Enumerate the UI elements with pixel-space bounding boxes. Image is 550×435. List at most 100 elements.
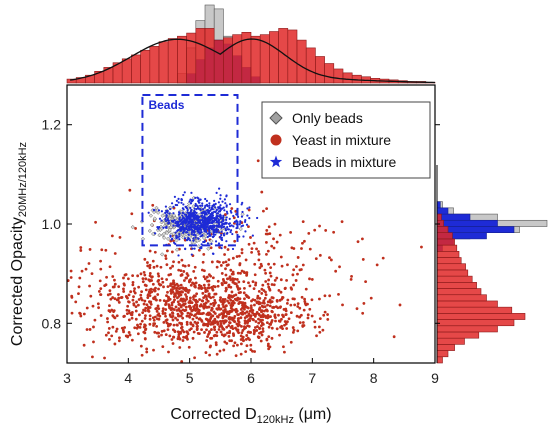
data-point bbox=[191, 317, 195, 321]
data-point bbox=[296, 302, 300, 306]
data-point bbox=[224, 260, 228, 264]
data-point bbox=[172, 323, 176, 327]
data-point bbox=[239, 334, 243, 338]
data-point bbox=[177, 260, 181, 264]
data-point bbox=[266, 342, 270, 346]
data-point bbox=[221, 314, 225, 318]
data-point bbox=[262, 289, 266, 292]
data-point bbox=[164, 257, 168, 260]
top-hist-bar-yeast bbox=[121, 58, 132, 84]
right-hist-bar-yeast bbox=[436, 226, 449, 233]
data-point bbox=[214, 240, 218, 243]
data-point bbox=[220, 226, 223, 229]
data-point bbox=[244, 219, 247, 222]
data-point bbox=[196, 244, 201, 249]
top-hist-bar-yeast bbox=[250, 35, 261, 84]
data-point bbox=[169, 273, 173, 276]
data-point bbox=[282, 308, 286, 311]
data-point bbox=[194, 281, 198, 285]
data-point bbox=[161, 309, 165, 313]
data-point bbox=[234, 307, 238, 311]
data-point bbox=[197, 332, 201, 336]
data-point bbox=[191, 223, 195, 226]
data-point bbox=[177, 308, 181, 312]
data-point bbox=[157, 227, 160, 230]
data-point bbox=[104, 248, 108, 252]
data-point bbox=[205, 328, 208, 332]
data-point bbox=[176, 330, 180, 334]
data-point bbox=[170, 338, 174, 341]
data-point bbox=[259, 339, 263, 343]
top-hist-bar-yeast bbox=[158, 41, 169, 84]
data-point bbox=[228, 203, 232, 206]
data-point bbox=[229, 268, 233, 272]
data-point bbox=[204, 197, 207, 201]
data-point bbox=[166, 209, 169, 212]
data-point bbox=[253, 326, 257, 329]
data-point bbox=[209, 274, 212, 278]
data-point bbox=[195, 211, 198, 214]
data-point bbox=[222, 226, 225, 229]
data-point bbox=[205, 305, 209, 309]
data-point bbox=[206, 232, 209, 235]
data-point bbox=[157, 335, 161, 338]
data-point bbox=[203, 217, 207, 220]
data-point bbox=[240, 248, 244, 251]
data-point bbox=[223, 305, 227, 309]
data-point bbox=[170, 250, 174, 254]
data-point bbox=[179, 298, 183, 302]
data-point bbox=[250, 247, 254, 251]
data-point bbox=[144, 324, 147, 327]
legend-label: Beads in mixture bbox=[292, 154, 396, 170]
data-point bbox=[113, 316, 117, 320]
data-point bbox=[149, 303, 153, 306]
data-point bbox=[278, 233, 282, 237]
top-hist-bar-yeast bbox=[204, 28, 215, 84]
data-point bbox=[165, 263, 169, 267]
data-point bbox=[195, 227, 198, 230]
data-point bbox=[202, 208, 205, 211]
data-point bbox=[162, 299, 166, 303]
data-point bbox=[273, 313, 277, 317]
data-point bbox=[134, 227, 137, 230]
data-point bbox=[209, 312, 212, 316]
data-point bbox=[306, 313, 310, 317]
data-point bbox=[227, 317, 231, 320]
data-point bbox=[257, 300, 261, 304]
data-point bbox=[156, 293, 160, 296]
data-point bbox=[165, 236, 171, 242]
data-point bbox=[210, 285, 214, 289]
data-point bbox=[308, 247, 312, 251]
data-point bbox=[220, 333, 224, 336]
data-point bbox=[209, 213, 212, 216]
data-point bbox=[109, 297, 113, 301]
data-point bbox=[155, 324, 159, 328]
y-axis-ticks: 0.8 1.0 1.2 bbox=[42, 117, 440, 331]
data-point bbox=[197, 217, 200, 221]
data-point bbox=[122, 282, 126, 286]
data-point bbox=[247, 312, 251, 316]
data-point bbox=[198, 298, 201, 301]
data-point bbox=[282, 345, 285, 349]
data-point bbox=[304, 287, 308, 291]
data-point bbox=[187, 288, 191, 292]
data-point bbox=[257, 317, 260, 321]
data-point bbox=[267, 262, 270, 266]
data-point bbox=[158, 298, 162, 302]
right-hist-bar-yeast bbox=[436, 294, 487, 302]
data-point bbox=[225, 195, 228, 198]
data-point bbox=[225, 210, 228, 213]
data-point bbox=[201, 235, 207, 241]
data-point bbox=[201, 211, 204, 215]
data-point bbox=[156, 331, 160, 335]
data-point bbox=[321, 328, 325, 332]
top-hist-bar-yeast bbox=[269, 31, 279, 84]
data-point bbox=[188, 200, 191, 203]
data-point bbox=[153, 330, 157, 334]
data-point bbox=[171, 213, 177, 218]
data-point bbox=[300, 295, 304, 299]
data-point bbox=[230, 290, 234, 294]
data-point bbox=[197, 230, 200, 233]
data-point bbox=[285, 327, 289, 330]
data-point bbox=[106, 317, 109, 320]
